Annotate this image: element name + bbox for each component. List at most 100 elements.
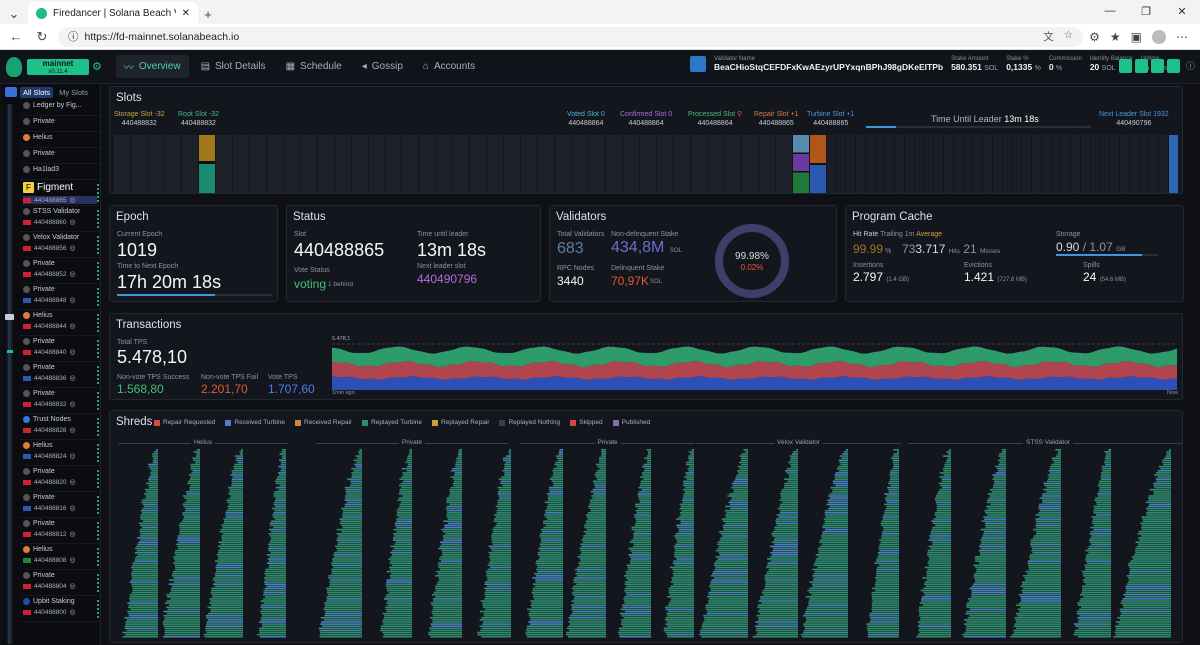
- slot-cell[interactable]: [300, 135, 317, 193]
- status-snapshot-icon[interactable]: [1151, 59, 1164, 73]
- legend-item[interactable]: Skipped: [570, 419, 603, 426]
- reload-icon[interactable]: ↻: [36, 28, 48, 44]
- slot-cell[interactable]: [402, 135, 419, 193]
- bookmark-star-icon[interactable]: ☆: [1063, 29, 1074, 41]
- slot-cell[interactable]: [914, 135, 924, 193]
- slot-cell[interactable]: [1139, 135, 1149, 193]
- sidebar-slot-item[interactable]: Private 440488832 ◎: [20, 388, 100, 414]
- slot-cell[interactable]: [470, 135, 487, 193]
- sidebar-slot-item[interactable]: Ledger by Fig...: [20, 100, 100, 116]
- sidebar-slot-item[interactable]: Upbit Staking 440488800 ◎: [20, 596, 100, 622]
- sidebar-slot-item[interactable]: Helius: [20, 132, 100, 148]
- slot-cell[interactable]: [875, 135, 885, 193]
- slot-cell[interactable]: [904, 135, 914, 193]
- slot-cell[interactable]: [924, 135, 934, 193]
- sidebar-slot-item[interactable]: Helius 440488844 ◎: [20, 310, 100, 336]
- close-window-icon[interactable]: ✕: [1177, 5, 1187, 18]
- legend-item[interactable]: Repair Requested: [154, 419, 215, 426]
- extensions-icon[interactable]: ⚙: [1089, 29, 1100, 44]
- close-tab-icon[interactable]: ✕: [181, 7, 190, 19]
- sidebar-slot-item[interactable]: Ha1lad3: [20, 164, 100, 180]
- slot-cell[interactable]: [419, 135, 436, 193]
- slot-cell[interactable]: [317, 135, 334, 193]
- slot-cell[interactable]: [1012, 135, 1022, 193]
- legend-item[interactable]: Published: [612, 419, 650, 426]
- tab-slot-details[interactable]: ▤ Slot Details: [193, 55, 274, 78]
- maximize-icon[interactable]: ❐: [1141, 5, 1151, 18]
- tab-list-icon[interactable]: ⌄: [8, 6, 20, 21]
- slot-cell[interactable]: [963, 135, 973, 193]
- slot-cell[interactable]: [1149, 135, 1159, 193]
- sidebar-slot-item[interactable]: Private: [20, 116, 100, 132]
- slot-cell[interactable]: [283, 135, 300, 193]
- slot-cell[interactable]: [983, 135, 992, 193]
- minimize-icon[interactable]: —: [1104, 5, 1116, 17]
- slot-cell[interactable]: [1169, 135, 1178, 193]
- slot-cell[interactable]: [865, 135, 875, 193]
- sidebar-slot-item[interactable]: Helius 440488808 ◎: [20, 544, 100, 570]
- sidebar-slot-item[interactable]: Helius 440488824 ◎: [20, 440, 100, 466]
- scroll-handle[interactable]: [5, 314, 14, 320]
- slot-cell[interactable]: [130, 135, 147, 193]
- slot-cell[interactable]: [1081, 135, 1090, 193]
- slot-cell[interactable]: [266, 135, 283, 193]
- address-bar[interactable]: ⓘ https://fd-mainnet.solanabeach.io 文 ☆: [58, 26, 1084, 47]
- slot-cell[interactable]: [992, 135, 1002, 193]
- slot-cell[interactable]: [1041, 135, 1051, 193]
- slot-cell[interactable]: [1159, 135, 1169, 193]
- slot-cell[interactable]: [351, 135, 368, 193]
- sidebar-slot-item[interactable]: Private 440488812 ◎: [20, 518, 100, 544]
- tab-schedule[interactable]: ▦ Schedule: [278, 55, 350, 78]
- status-layers-icon[interactable]: [1135, 59, 1148, 73]
- legend-item[interactable]: Replayed Turbine: [362, 419, 422, 426]
- slot-cell[interactable]: [198, 135, 215, 193]
- info-icon[interactable]: ⓘ: [1185, 61, 1195, 71]
- slot-cell[interactable]: [1051, 135, 1061, 193]
- sidebar-slot-item[interactable]: Private 440488840 ◎: [20, 336, 100, 362]
- more-menu-icon[interactable]: ⋯: [1176, 29, 1188, 44]
- slot-cell[interactable]: [1110, 135, 1120, 193]
- sidebar-slot-item[interactable]: Velox Validator 440488856 ◎: [20, 232, 100, 258]
- slot-cell[interactable]: [1032, 135, 1041, 193]
- slot-cell[interactable]: [589, 135, 606, 193]
- network-selector[interactable]: mainnet v0.11.4: [27, 58, 89, 75]
- slot-cell[interactable]: [555, 135, 572, 193]
- status-ok-icon[interactable]: [1167, 59, 1180, 73]
- new-tab-button[interactable]: +: [204, 6, 212, 22]
- sidebar-slot-item[interactable]: Private 440488820 ◎: [20, 466, 100, 492]
- slot-cell[interactable]: [792, 135, 809, 193]
- slot-cell[interactable]: [504, 135, 521, 193]
- slot-cell[interactable]: [707, 135, 724, 193]
- slot-cell[interactable]: [885, 135, 895, 193]
- legend-item[interactable]: Replayed Repair: [432, 419, 489, 426]
- slot-cell[interactable]: [538, 135, 555, 193]
- slot-cell[interactable]: [640, 135, 656, 193]
- sidebar-slot-item[interactable]: Private 440488816 ◎: [20, 492, 100, 518]
- slot-cell[interactable]: [147, 135, 164, 193]
- slot-cell[interactable]: [775, 135, 792, 193]
- slot-cell[interactable]: [1022, 135, 1032, 193]
- slot-cell[interactable]: [1090, 135, 1100, 193]
- slot-cell[interactable]: [1002, 135, 1012, 193]
- profile-avatar[interactable]: [1152, 29, 1166, 44]
- slot-cell[interactable]: [826, 135, 836, 193]
- slot-cell[interactable]: [114, 135, 130, 193]
- slot-cell[interactable]: [164, 135, 181, 193]
- slot-cell[interactable]: [1061, 135, 1071, 193]
- slot-cell[interactable]: [724, 135, 741, 193]
- slot-cell[interactable]: [453, 135, 470, 193]
- sidebar-slot-item[interactable]: Trust Nodes 440488828 ◎: [20, 414, 100, 440]
- slot-cell[interactable]: [673, 135, 690, 193]
- sidebar-slot-item[interactable]: Private 440488852 ◎: [20, 258, 100, 284]
- slot-cell[interactable]: [334, 135, 351, 193]
- slot-cell[interactable]: [385, 135, 402, 193]
- slot-cell[interactable]: [1100, 135, 1110, 193]
- favorites-icon[interactable]: ★: [1109, 29, 1121, 44]
- collections-icon[interactable]: ▣: [1130, 29, 1142, 44]
- sidebar-slot-item[interactable]: Private 440488848 ◎: [20, 284, 100, 310]
- tab-accounts[interactable]: ⌂ Accounts: [415, 55, 483, 78]
- settings-icon[interactable]: ⚙: [92, 61, 102, 73]
- slot-cell[interactable]: [249, 135, 266, 193]
- translate-icon[interactable]: 文: [1043, 31, 1054, 43]
- sidebar-slot-item[interactable]: F Figment 440488865 ◎: [20, 180, 100, 206]
